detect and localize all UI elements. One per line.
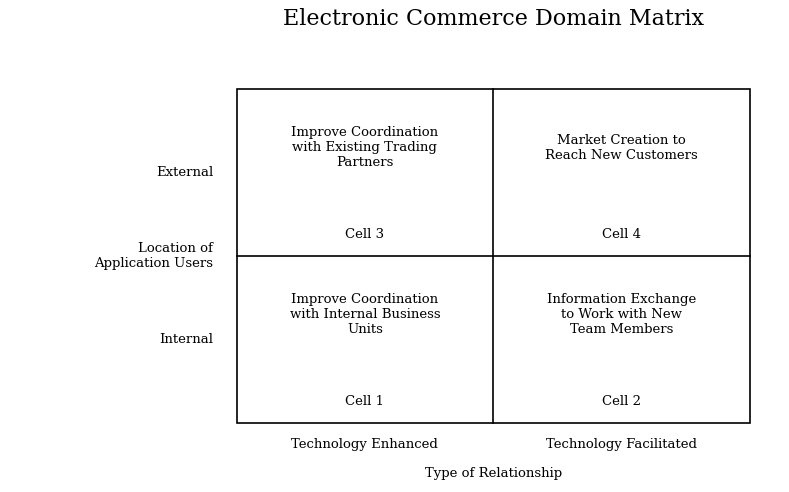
Text: External: External [155, 166, 213, 179]
Text: Internal: Internal [159, 333, 213, 346]
Text: Cell 3: Cell 3 [346, 228, 384, 241]
Text: Technology Enhanced: Technology Enhanced [291, 438, 439, 451]
Text: Location of
Application Users: Location of Application Users [94, 242, 213, 270]
Text: Improve Coordination
with Internal Business
Units: Improve Coordination with Internal Busin… [290, 293, 440, 337]
Text: Improve Coordination
with Existing Trading
Partners: Improve Coordination with Existing Tradi… [291, 126, 439, 169]
Text: Type of Relationship: Type of Relationship [424, 467, 562, 480]
Text: Cell 2: Cell 2 [602, 396, 641, 408]
Bar [237, 89, 750, 423]
Text: Electronic Commerce Domain Matrix: Electronic Commerce Domain Matrix [282, 7, 704, 30]
Text: Technology Facilitated: Technology Facilitated [546, 438, 697, 451]
Text: Market Creation to
Reach New Customers: Market Creation to Reach New Customers [545, 134, 697, 161]
Text: Cell 4: Cell 4 [602, 228, 641, 241]
Text: Cell 1: Cell 1 [346, 396, 384, 408]
Text: Information Exchange
to Work with New
Team Members: Information Exchange to Work with New Te… [547, 293, 696, 337]
